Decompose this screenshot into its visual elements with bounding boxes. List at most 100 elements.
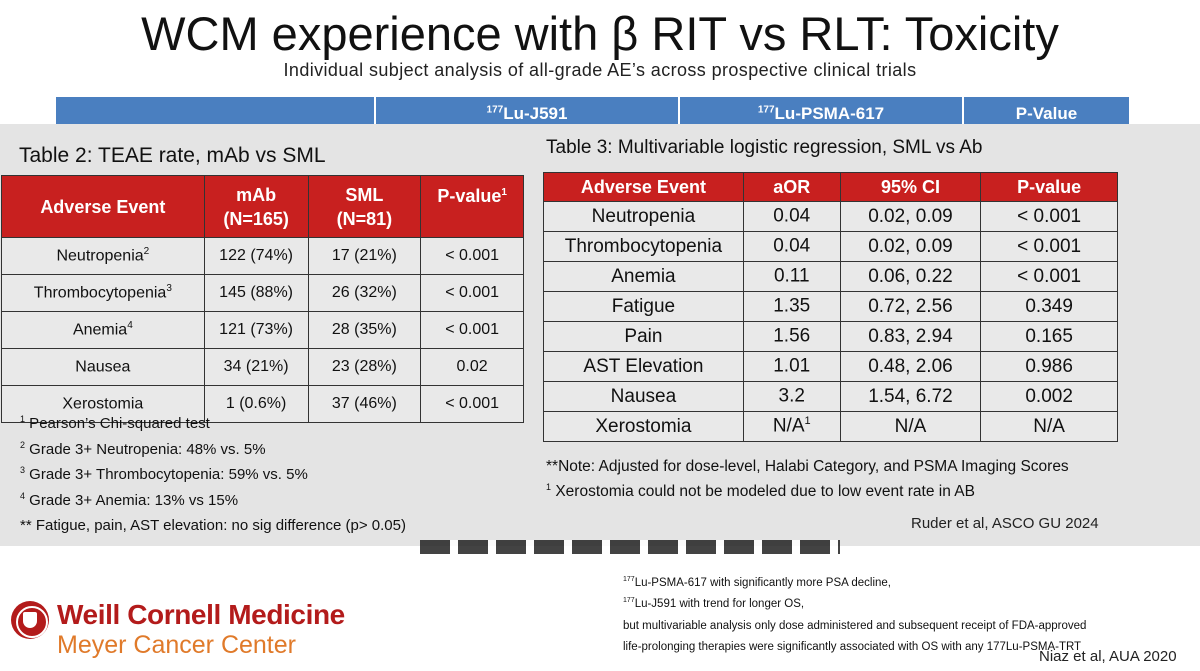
table2-cell-p: < 0.001	[420, 274, 524, 312]
slide-subtitle: Individual subject analysis of all-grade…	[283, 60, 917, 80]
table3-cell-event: Thrombocytopenia	[543, 231, 744, 262]
table2-row: Nausea 34 (21%) 23 (28%) 0.02	[1, 348, 524, 386]
table2-cell-p: < 0.001	[420, 311, 524, 349]
table3-cell-ci: 1.54, 6.72	[839, 381, 982, 412]
lower-note-line: 177Lu-J591 with trend for longer OS,	[623, 597, 805, 611]
table3-cell-ci: 0.06, 0.22	[839, 261, 982, 292]
table3-cell-p: 0.165	[980, 321, 1118, 352]
table2-row: Anemia4 121 (73%) 28 (35%) < 0.001	[1, 311, 524, 349]
table3-cell-event: AST Elevation	[543, 351, 744, 382]
table3-row: AST Elevation 1.01 0.48, 2.06 0.986	[543, 351, 1118, 382]
table2-footnote: 4 Grade 3+ Anemia: 13% vs 15%	[20, 490, 239, 509]
table3-row: Xerostomia N/A1 N/A N/A	[543, 411, 1118, 442]
table2-footnotes: 1 Pearson’s Chi-squared test 2 Grade 3+ N…	[20, 409, 406, 537]
table2-cell-mab: 34 (21%)	[203, 348, 309, 386]
table3-row: Nausea 3.2 1.54, 6.72 0.002	[543, 381, 1118, 412]
table3-header-ci: 95% CI	[839, 172, 982, 202]
lower-note-line: life-prolonging therapies were significa…	[623, 640, 1082, 653]
table3-title: Table 3: Multivariable logistic regressi…	[546, 137, 983, 158]
table2: Adverse Event mAb (N=165) SML (N=81) P-val…	[1, 175, 524, 423]
citation-niaz: Niaz et al, AUA 2020	[1039, 648, 1177, 665]
table2-row: Thrombocytopenia3 145 (88%) 26 (32%) < 0.00…	[1, 274, 524, 312]
table3: Adverse Event aOR 95% CI P-value Neutrop…	[543, 172, 1118, 442]
table2-footnote: 3 Grade 3+ Thrombocytopenia: 59% vs. 5%	[20, 465, 308, 483]
table2-header-event: Adverse Event	[1, 175, 205, 238]
table3-cell-aor: 0.04	[742, 231, 841, 262]
table3-cell-event: Fatigue	[543, 291, 744, 322]
table2-footnote: 2 Grade 3+ Neutropenia: 48% vs. 5%	[20, 439, 266, 458]
table2-cell-event: Nausea	[1, 348, 205, 386]
table3-cell-aor: 1.35	[742, 291, 841, 322]
table3-cell-ci: N/A	[839, 411, 982, 442]
header-bar-label: Lu-J591	[503, 104, 568, 123]
table2-cell-mab: 122 (74%)	[203, 237, 309, 275]
table3-cell-event: Xerostomia	[543, 411, 744, 442]
table3-row: Pain 1.56 0.83, 2.94 0.165	[543, 321, 1118, 352]
lower-note-line: but multivariable analysis only dose adm…	[623, 619, 1087, 632]
table3-cell-ci: 0.02, 0.09	[839, 231, 982, 262]
table2-cell-event: Neutropenia2	[1, 237, 205, 275]
logo-sub-text: Meyer Cancer Center	[57, 631, 296, 659]
table3-cell-aor: 3.2	[742, 381, 841, 412]
table2-cell-sml: 26 (32%)	[307, 274, 422, 312]
table2-cell-event: Anemia4	[1, 311, 205, 349]
header-bar-cell-j591: 177Lu-J591	[376, 97, 680, 125]
table3-footnote: **Note: Adjusted for dose-level, Halabi …	[546, 458, 1069, 476]
table3-cell-event: Nausea	[543, 381, 744, 412]
table3-header-event: Adverse Event	[543, 172, 744, 202]
header-bar-cell-psma617: 177Lu-PSMA-617	[680, 97, 964, 125]
header-bar-cell-pvalue: P-Value	[964, 97, 1129, 125]
lower-notes: 177Lu-PSMA-617 with significantly more P…	[623, 571, 1086, 656]
slide-title: WCM experience with β RIT vs RLT: Toxici…	[141, 7, 1059, 60]
table3-cell-aor: N/A1	[742, 411, 841, 442]
header-bar-label: Lu-PSMA-617	[774, 104, 885, 123]
table3-cell-ci: 0.02, 0.09	[839, 201, 982, 232]
table2-cell-mab: 145 (88%)	[203, 274, 309, 312]
table3-cell-aor: 1.56	[742, 321, 841, 352]
wcm-seal-icon	[11, 601, 49, 639]
table3-header-row: Adverse Event aOR 95% CI P-value	[543, 172, 1118, 202]
table3-cell-ci: 0.72, 2.56	[839, 291, 982, 322]
obscured-text-strip	[420, 540, 840, 554]
table3-cell-aor: 1.01	[742, 351, 841, 382]
table3-cell-p: < 0.001	[980, 201, 1118, 232]
table3-cell-event: Anemia	[543, 261, 744, 292]
table2-header-pvalue: P-value1	[420, 175, 524, 238]
table3-cell-p: N/A	[980, 411, 1118, 442]
table3-row: Anemia 0.11 0.06, 0.22 < 0.001	[543, 261, 1118, 292]
table2-cell-p: < 0.001	[420, 385, 524, 423]
table2-title: Table 2: TEAE rate, mAb vs SML	[19, 144, 326, 167]
table3-footnotes: **Note: Adjusted for dose-level, Halabi …	[546, 452, 1069, 502]
logo-main-text: Weill Cornell Medicine	[57, 599, 345, 630]
wcm-logo: Weill Cornell Medicine Meyer Cancer Cent…	[11, 600, 345, 660]
table3-row: Thrombocytopenia 0.04 0.02, 0.09 < 0.001	[543, 231, 1118, 262]
table3-cell-ci: 0.83, 2.94	[839, 321, 982, 352]
table3-cell-event: Pain	[543, 321, 744, 352]
table2-header-sml: SML (N=81)	[307, 175, 422, 238]
table3-row: Neutropenia 0.04 0.02, 0.09 < 0.001	[543, 201, 1118, 232]
table3-cell-aor: 0.11	[742, 261, 841, 292]
table3-header-aor: aOR	[742, 172, 841, 202]
header-bar-label: P-Value	[1015, 104, 1078, 123]
table3-cell-ci: 0.48, 2.06	[839, 351, 982, 382]
table2-cell-mab: 121 (73%)	[203, 311, 309, 349]
table2-header-row: Adverse Event mAb (N=165) SML (N=81) P-val…	[1, 175, 524, 238]
table3-cell-p: 0.349	[980, 291, 1118, 322]
table2-cell-event: Thrombocytopenia3	[1, 274, 205, 312]
table3-cell-event: Neutropenia	[543, 201, 744, 232]
table2-cell-sml: 37 (46%)	[307, 385, 422, 423]
citation-ruder: Ruder et al, ASCO GU 2024	[911, 515, 1099, 532]
table2-cell-mab: 1 (0.6%)	[203, 385, 309, 423]
table3-cell-p: 0.002	[980, 381, 1118, 412]
table3-cell-aor: 0.04	[742, 201, 841, 232]
lower-note-line: 177Lu-PSMA-617 with significantly more P…	[623, 576, 892, 589]
header-bar-sup: 177	[757, 104, 775, 116]
table2-row: Xerostomia 1 (0.6%) 37 (46%) < 0.001	[1, 385, 524, 423]
table2-row: Neutropenia2 122 (74%) 17 (21%) < 0.001	[1, 237, 524, 275]
table3-footnote: 1 Xerostomia could not be modeled due to…	[546, 482, 975, 501]
table2-cell-p: < 0.001	[420, 237, 524, 275]
header-bar-cell-blank	[56, 97, 376, 125]
table2-cell-sml: 23 (28%)	[307, 348, 422, 386]
table3-cell-p: < 0.001	[980, 231, 1118, 262]
table2-cell-p: 0.02	[420, 348, 524, 386]
